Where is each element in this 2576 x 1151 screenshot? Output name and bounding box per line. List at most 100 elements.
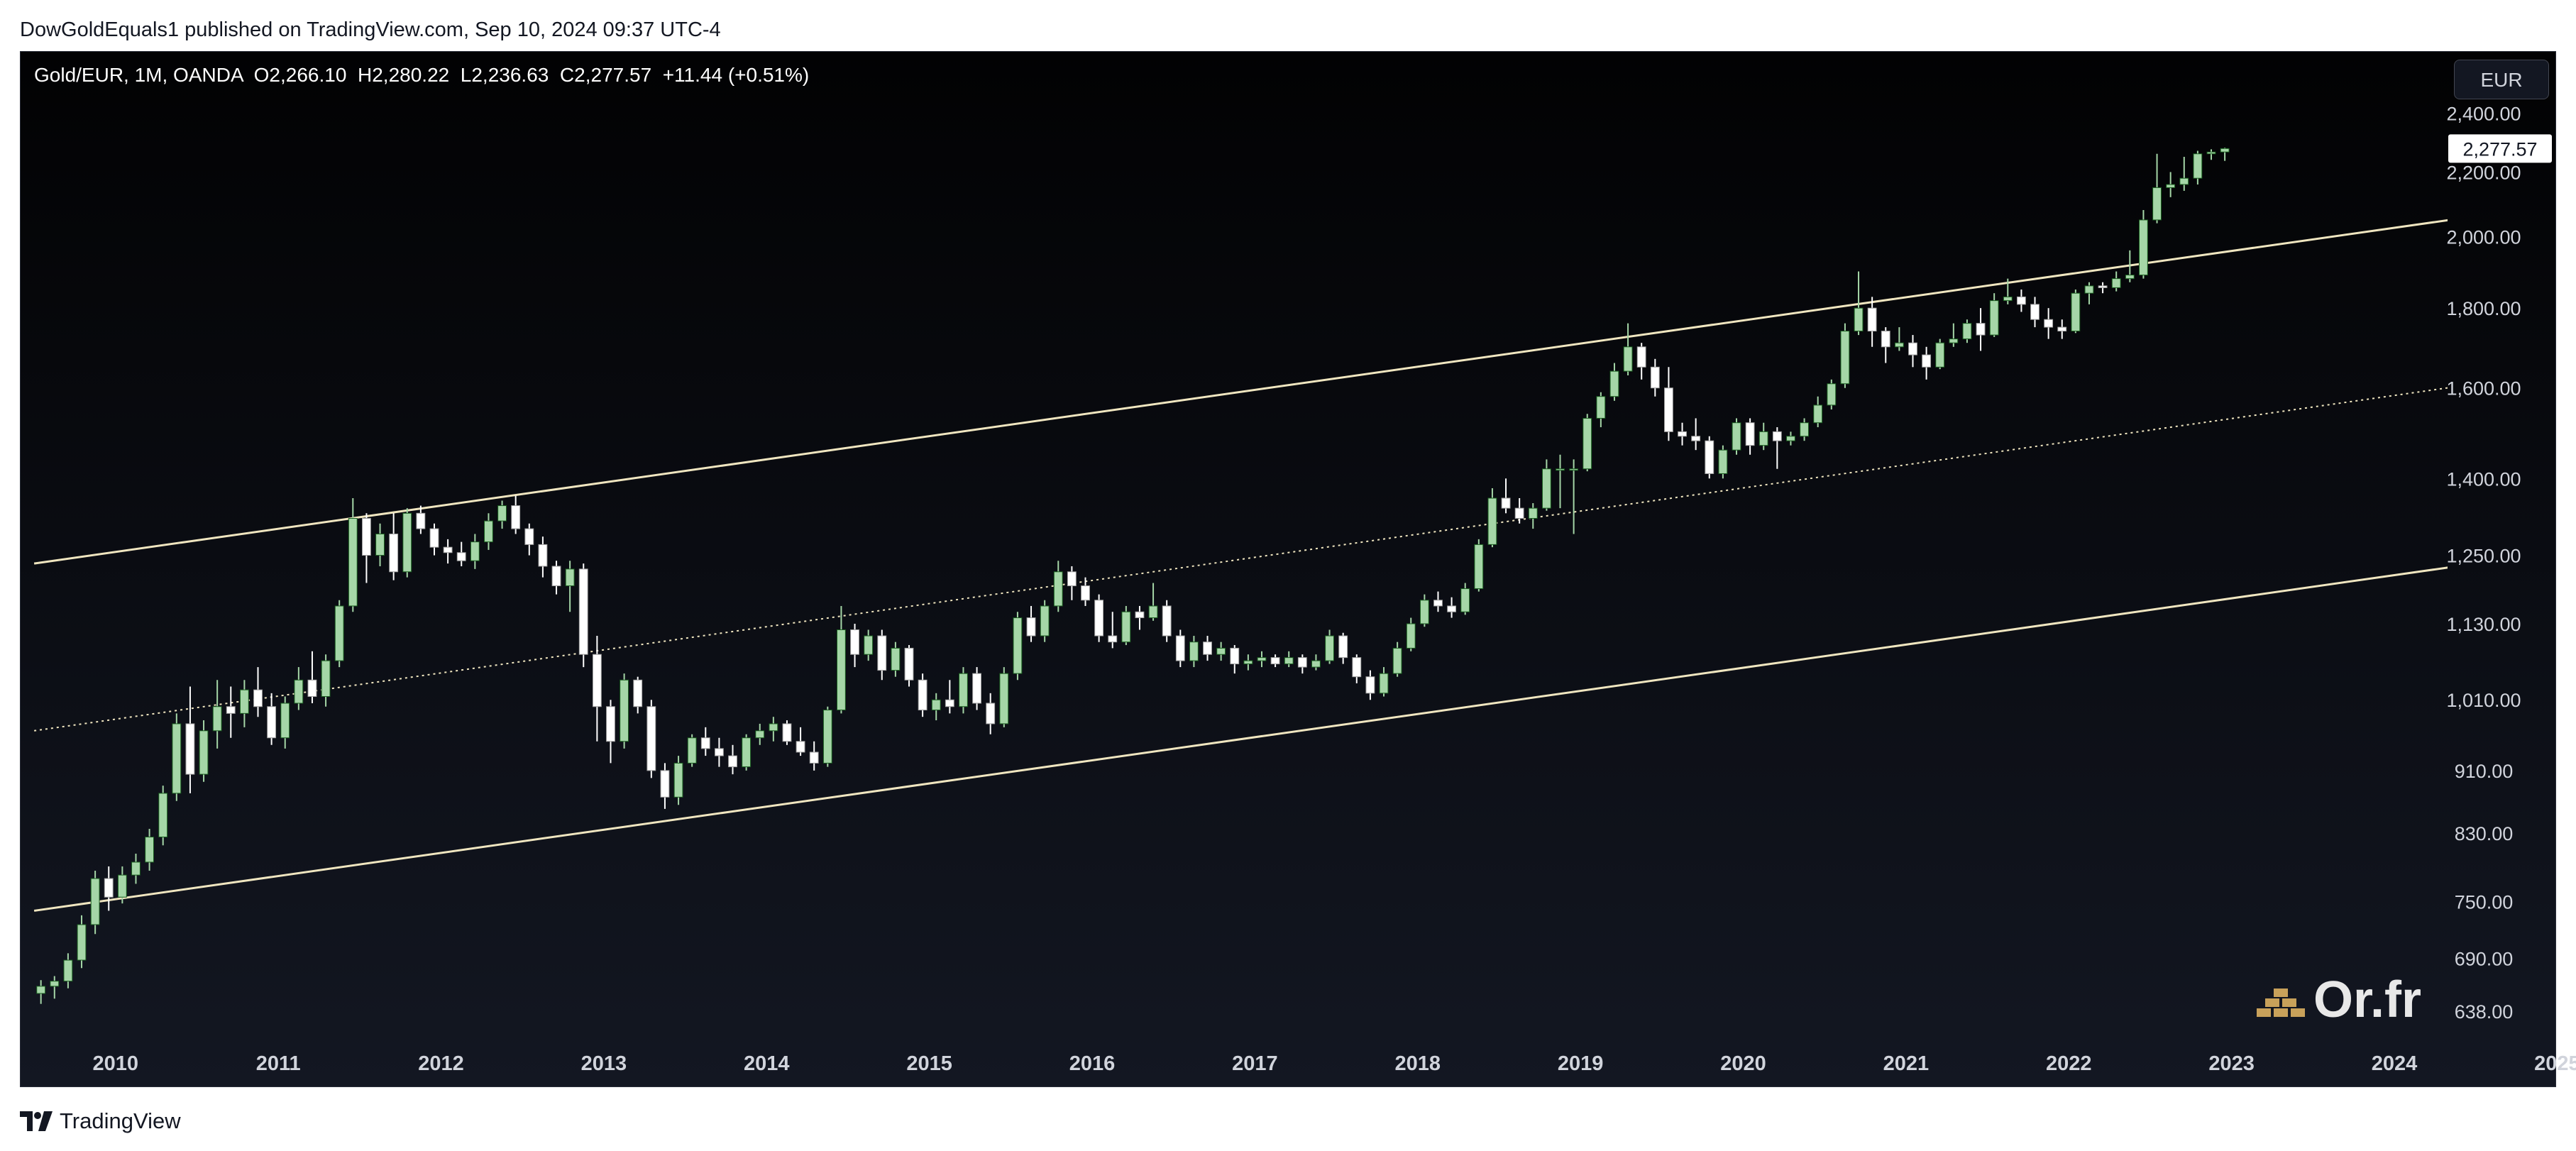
candle-body [1949, 338, 1959, 343]
candle [538, 536, 548, 578]
candle [158, 786, 168, 846]
candle-body [50, 981, 60, 987]
candle-body [375, 533, 385, 556]
candle [1243, 654, 1253, 671]
candle [1800, 418, 1809, 441]
candle [1053, 561, 1063, 612]
candle-body [2071, 292, 2081, 332]
channel-line-2[interactable] [33, 357, 2576, 732]
candle [1433, 591, 1443, 612]
candle-body [1935, 342, 1945, 368]
candle-body [1026, 617, 1036, 637]
candle-body [877, 635, 887, 671]
candle [1189, 636, 1199, 668]
candle-body [239, 689, 249, 714]
candle-body [1650, 366, 1660, 389]
channel-line-3[interactable] [33, 536, 2576, 912]
candle [63, 953, 73, 988]
x-tick-label: 2016 [1069, 1052, 1116, 1075]
candle-body [307, 679, 317, 698]
candle-body [945, 699, 954, 707]
candle [904, 645, 914, 687]
candle [1596, 392, 1606, 428]
candle-body [1786, 436, 1795, 441]
candle [2030, 297, 2040, 328]
candle [837, 605, 846, 714]
x-tick-label: 2010 [93, 1052, 139, 1075]
candle-body [796, 741, 805, 753]
candle [1230, 645, 1240, 674]
candle-body [1270, 657, 1280, 665]
candle-body [334, 605, 344, 661]
y-tick-label: 1,600.00 [2446, 378, 2521, 400]
candle-body [1121, 611, 1131, 643]
candle [1121, 605, 1131, 646]
candle-body [1352, 657, 1362, 678]
candle [1419, 594, 1429, 627]
candle-body [1962, 323, 1972, 340]
candle [1257, 651, 1267, 668]
candle [348, 497, 358, 612]
candle [511, 495, 521, 534]
candle [226, 686, 236, 738]
candle [1541, 459, 1551, 511]
candle-body [700, 737, 710, 749]
candle-body [1827, 383, 1837, 406]
candle [2071, 290, 2081, 334]
candle [822, 706, 832, 767]
candle-body [1745, 422, 1755, 446]
candle-body [769, 723, 778, 732]
last-price-label-bg [2448, 134, 2552, 163]
candle-body [321, 660, 331, 698]
channel-line-1[interactable] [33, 189, 2576, 565]
candle-body [280, 703, 290, 739]
candle-body [999, 673, 1009, 725]
candle-body [1419, 600, 1429, 624]
candle-body [1216, 647, 1226, 655]
candle [1908, 335, 1917, 368]
candle-body [742, 737, 752, 768]
candle [551, 561, 561, 595]
candle-body [1108, 635, 1118, 643]
candle-body [606, 706, 615, 742]
x-tick-label: 2021 [1883, 1052, 1930, 1075]
candle-body [2125, 275, 2135, 280]
candle [307, 651, 317, 703]
candle-body [1881, 331, 1890, 348]
candle-body [267, 706, 277, 739]
candle [2166, 172, 2176, 197]
candle-body [1175, 635, 1185, 661]
candle [2044, 308, 2054, 339]
candle-body [1257, 657, 1267, 661]
candle-body [1406, 623, 1416, 649]
y-tick-label: 830.00 [2455, 823, 2514, 844]
candle [972, 667, 982, 710]
candle [361, 513, 371, 583]
candle-body [551, 566, 561, 587]
candle-body [77, 924, 87, 961]
candle-body [470, 541, 480, 561]
candle [456, 541, 466, 566]
candle-body [1392, 647, 1402, 674]
candle [334, 600, 344, 668]
candle [470, 534, 480, 569]
candle-body [1678, 431, 1687, 437]
candle [809, 741, 819, 771]
candle [1203, 636, 1212, 661]
candle-body [1840, 331, 1850, 385]
currency-button[interactable]: EUR [2454, 60, 2549, 99]
y-tick-label: 2,000.00 [2446, 227, 2521, 248]
candle [1827, 379, 1837, 410]
candle-body [199, 730, 209, 775]
candle-body [348, 518, 358, 607]
candle-body [1867, 307, 1877, 332]
candle-body [1894, 342, 1904, 348]
candle [2179, 156, 2189, 191]
footer: TradingView [20, 1107, 181, 1135]
candle-body [2193, 153, 2203, 179]
candle-body [2152, 187, 2162, 221]
x-tick-label: 2019 [1558, 1052, 1604, 1075]
candle [1922, 346, 1932, 380]
candle [429, 523, 439, 556]
